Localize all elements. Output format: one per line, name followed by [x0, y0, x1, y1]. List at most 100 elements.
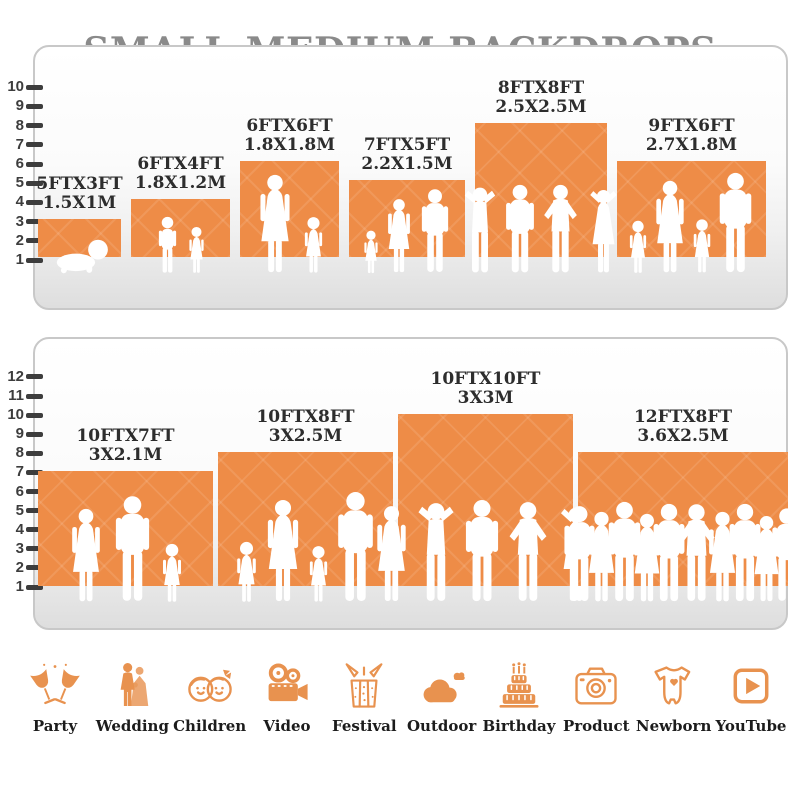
category-video: Video — [254, 660, 320, 735]
category-festival: Festival — [331, 660, 397, 735]
category-youtube: YouTube — [715, 660, 786, 735]
children-icon — [184, 660, 236, 712]
girl-silhouette — [362, 230, 380, 274]
woman-silhouette — [372, 505, 411, 603]
category-label: Wedding — [95, 717, 169, 735]
backdrop-size-label: 6FTX6FT 1.8X1.8M — [244, 115, 335, 155]
ruler-tick — [26, 180, 43, 186]
girl-silhouette — [187, 226, 206, 274]
backdrop-item: 9FTX6FT 2.7X1.8M — [617, 115, 766, 257]
ruler-number: 2 — [15, 558, 24, 576]
category-label: Video — [263, 717, 311, 735]
people-silhouettes — [398, 499, 573, 603]
birthday-icon — [493, 660, 545, 712]
backdrop-size-m: 1.8X1.2M — [134, 172, 227, 193]
ruler-number: 3 — [15, 539, 24, 557]
backdrop-item: 10FTX10FT 3X3M — [398, 368, 573, 586]
backdrop-size-label: 6FTX4FT 1.8X1.2M — [134, 154, 227, 193]
woman-silhouette — [651, 180, 689, 274]
people-silhouettes — [349, 188, 465, 274]
people-silhouettes — [38, 238, 121, 274]
girl-silhouette — [234, 541, 259, 603]
backdrop-item: 12FTX8FT 3.6X2.5M — [578, 406, 788, 586]
people-silhouettes — [578, 501, 788, 603]
category-label: Product — [562, 717, 630, 735]
backdrop-size-ft: 9FTX6FT — [648, 115, 735, 136]
category-label: Festival — [332, 717, 397, 735]
outdoor-icon — [416, 660, 468, 712]
category-children: Children — [173, 660, 246, 735]
people-silhouettes — [131, 216, 230, 274]
backdrop-item: 8FTX8FT 2.5X2.5M — [475, 78, 607, 257]
category-party: Party — [22, 660, 88, 735]
backdrop-size-m: 3X2.5M — [268, 425, 343, 446]
wedding-icon — [106, 660, 158, 712]
man-armsup-silhouette — [459, 186, 501, 274]
man-akimbo-silhouette — [539, 184, 582, 274]
ruler-number: 10 — [7, 78, 24, 96]
party-icon — [29, 660, 81, 712]
backdrop-size-ft: 6FTX6FT — [246, 115, 333, 136]
youtube-icon — [725, 660, 777, 712]
ruler-tick — [26, 161, 43, 167]
category-icons-row: Party Wedding Children Video Festival Outdoor… — [22, 660, 786, 735]
ruler-tick — [26, 450, 43, 456]
ruler-tick — [26, 412, 43, 418]
ruler-number: 6 — [15, 482, 24, 500]
man-silhouette — [768, 507, 800, 603]
ruler-number: 9 — [15, 425, 24, 443]
girl-silhouette — [627, 220, 649, 274]
backdrop-rectangle — [578, 452, 788, 586]
newborn-icon — [648, 660, 700, 712]
backdrop-size-label: 10FTX7FT 3X2.1M — [76, 426, 174, 465]
backdrop-items-row: 10FTX7FT 3X2.1M 10FTX8FT 3X2.5M 10FTX10FT 3X3… — [38, 368, 784, 586]
ruler-number: 10 — [7, 406, 24, 424]
category-label: Newborn — [635, 717, 712, 735]
backdrop-size-m: 1.5X1M — [42, 192, 117, 213]
backdrop-items-row: 5FTX3FT 1.5X1M 6FTX4FT 1.8X1.2M 6FTX6FT 1.8X1… — [36, 78, 784, 257]
ruler-tick — [26, 393, 43, 399]
backdrop-item: 5FTX3FT 1.5X1M — [36, 174, 123, 257]
ruler-number: 2 — [15, 231, 24, 249]
category-newborn: Newborn — [636, 660, 711, 735]
ruler-number: 1 — [15, 251, 24, 268]
ruler-tick — [26, 584, 43, 590]
ruler-tick — [26, 238, 43, 244]
backdrop-size-m: 2.7X1.8M — [645, 134, 738, 155]
backdrop-rectangle — [38, 471, 213, 586]
category-product: Product — [562, 660, 630, 735]
boy-silhouette — [156, 216, 179, 274]
ruler-tick — [26, 219, 43, 225]
people-silhouettes — [240, 174, 339, 274]
category-label: Party — [32, 717, 78, 735]
backdrop-size-label: 10FTX8FT 3X2.5M — [256, 407, 354, 446]
backdrop-rectangle — [218, 452, 393, 586]
ruler-number: 1 — [15, 578, 24, 595]
backdrop-size-ft: 7FTX5FT — [363, 134, 451, 155]
ruler-tick — [26, 508, 43, 514]
ruler-tick — [26, 431, 43, 437]
woman-silhouette — [255, 174, 295, 274]
ruler-number: 4 — [15, 193, 24, 211]
backdrop-size-m: 3.6X2.5M — [637, 425, 729, 446]
people-silhouettes — [475, 184, 607, 274]
category-birthday: Birthday — [482, 660, 556, 735]
category-outdoor: Outdoor — [407, 660, 476, 735]
backdrop-size-ft: 12FTX8FT — [633, 406, 733, 427]
woman-silhouette — [67, 508, 105, 603]
girl-silhouette — [160, 543, 184, 603]
festival-icon — [338, 660, 390, 712]
girl-silhouette — [691, 218, 713, 274]
backdrop-size-ft: 10FTX10FT — [430, 368, 541, 389]
ruler-number: 11 — [8, 387, 24, 404]
man-silhouette — [418, 188, 452, 274]
backdrop-rectangle — [38, 219, 121, 257]
ruler-tick — [26, 123, 43, 129]
backdrop-size-label: 10FTX10FT 3X3M — [430, 368, 541, 408]
man-armsup-silhouette — [412, 501, 460, 603]
backdrop-size-label: 9FTX6FT 2.7X1.8M — [645, 115, 738, 155]
ruler-tick — [26, 84, 43, 90]
ruler-number: 7 — [15, 135, 24, 153]
backdrop-item: 6FTX4FT 1.8X1.2M — [131, 154, 230, 257]
man-silhouette — [461, 499, 503, 603]
